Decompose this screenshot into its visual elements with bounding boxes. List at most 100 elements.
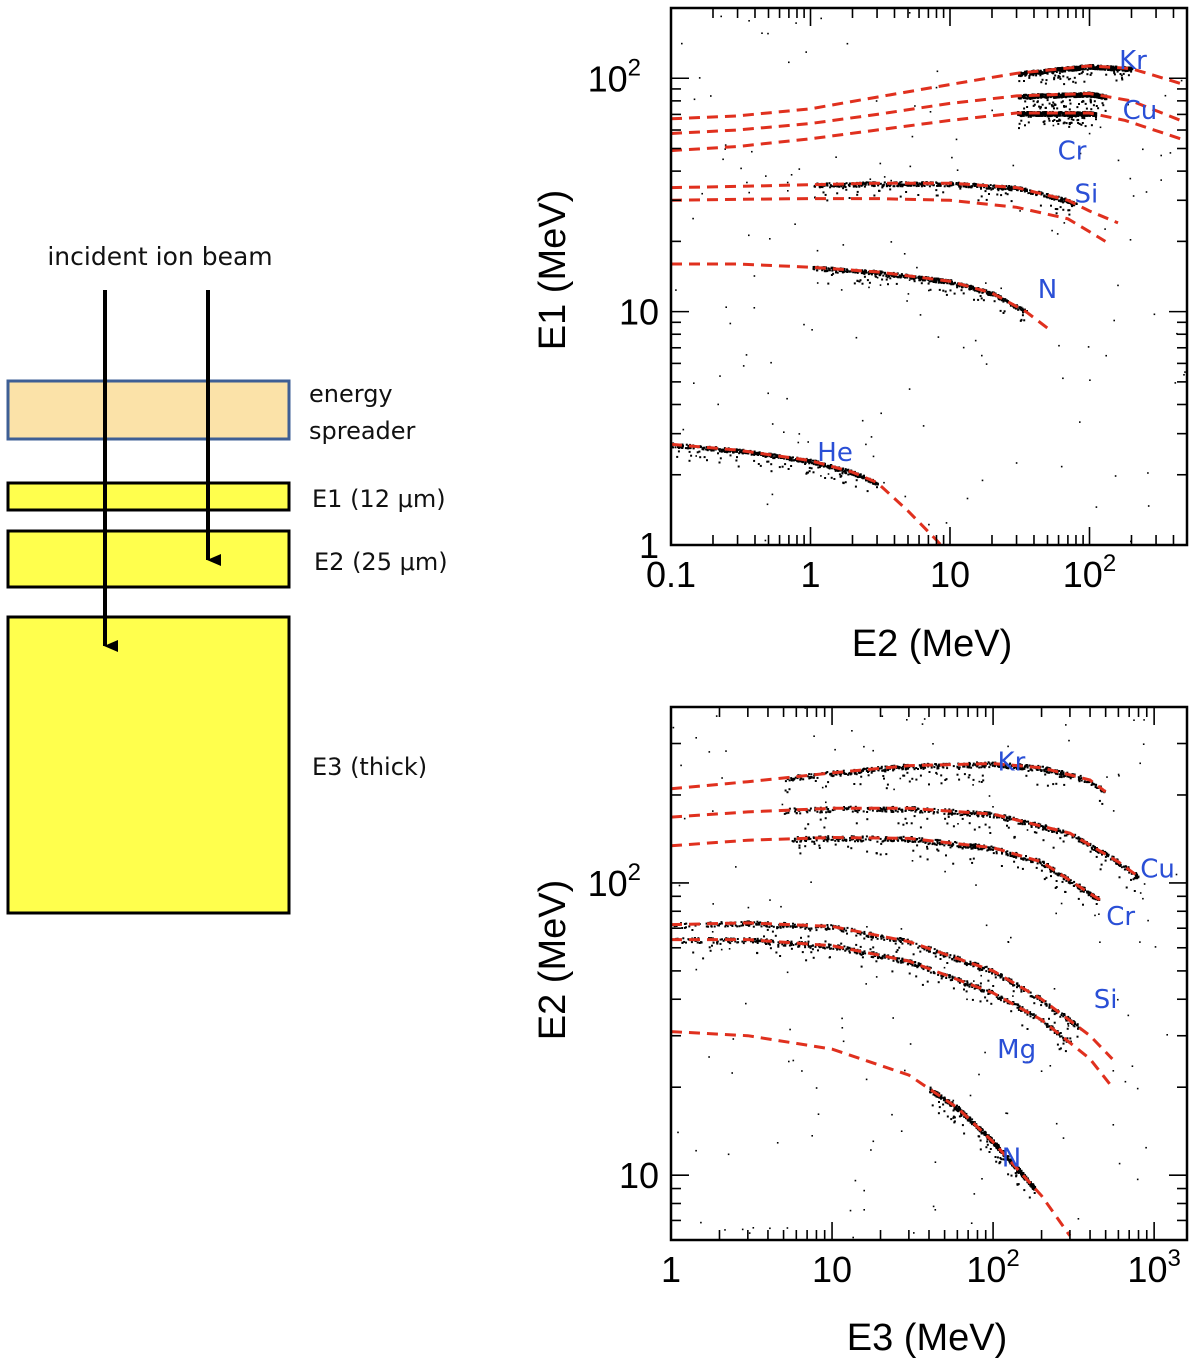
data-point xyxy=(816,463,819,466)
data-point xyxy=(1062,829,1065,832)
data-point xyxy=(1176,332,1178,335)
data-point xyxy=(933,277,936,280)
data-point xyxy=(869,481,872,484)
data-point xyxy=(1135,875,1138,878)
data-point xyxy=(1093,849,1096,851)
data-point xyxy=(1111,67,1114,70)
data-point xyxy=(972,778,975,781)
data-point xyxy=(983,186,986,189)
data-point xyxy=(1078,69,1080,71)
data-point xyxy=(829,772,832,775)
data-point xyxy=(916,844,919,847)
data-point xyxy=(843,806,845,808)
data-point xyxy=(1017,97,1020,100)
data-point xyxy=(908,184,911,187)
data-point xyxy=(901,184,904,187)
data-point xyxy=(959,187,962,190)
data-point xyxy=(1060,199,1063,202)
data-point xyxy=(869,178,872,180)
data-point xyxy=(799,840,802,843)
data-point xyxy=(992,852,995,855)
data-point xyxy=(1044,828,1047,831)
data-point xyxy=(724,144,727,146)
data-point xyxy=(1035,825,1037,828)
data-point xyxy=(1066,775,1069,778)
data-point xyxy=(778,466,781,469)
data-point xyxy=(1061,197,1063,200)
data-point xyxy=(866,767,869,770)
data-point xyxy=(820,17,822,20)
data-point xyxy=(884,765,887,768)
data-point xyxy=(878,273,881,275)
data-point xyxy=(967,186,970,189)
data-point xyxy=(688,450,691,453)
data-point xyxy=(849,805,852,808)
ylabel: E1 (MeV) xyxy=(532,190,574,350)
data-point xyxy=(970,766,973,769)
data-point xyxy=(883,777,885,780)
data-point xyxy=(1021,307,1024,310)
data-point xyxy=(898,275,901,278)
scatter-points xyxy=(672,707,1178,1239)
data-point xyxy=(835,269,838,272)
data-point xyxy=(1018,306,1021,309)
data-point xyxy=(959,814,962,817)
data-point xyxy=(1025,72,1028,75)
data-point xyxy=(849,473,852,476)
data-point xyxy=(1089,73,1092,76)
data-point xyxy=(808,462,811,465)
data-point xyxy=(868,281,871,284)
data-point xyxy=(1035,194,1038,197)
data-point xyxy=(1009,304,1012,307)
data-point xyxy=(988,762,991,765)
data-point xyxy=(851,810,854,813)
data-point xyxy=(993,300,996,303)
data-point xyxy=(902,835,905,838)
data-point xyxy=(938,281,941,284)
data-point xyxy=(867,774,870,777)
data-point xyxy=(871,482,874,485)
data-point xyxy=(956,286,959,289)
data-point xyxy=(1115,79,1118,82)
data-point xyxy=(1062,773,1065,776)
data-point xyxy=(1068,209,1071,212)
data-point xyxy=(757,451,760,454)
data-point xyxy=(1025,73,1028,76)
data-point xyxy=(808,777,811,780)
data-point xyxy=(841,471,844,474)
data-point xyxy=(1045,95,1048,98)
data-point xyxy=(848,182,851,185)
data-point xyxy=(856,840,859,843)
data-point xyxy=(938,763,941,766)
data-point xyxy=(854,271,857,274)
data-point xyxy=(852,185,855,188)
data-point xyxy=(943,281,946,284)
data-point xyxy=(1101,68,1104,71)
data-point xyxy=(955,183,958,186)
data-point xyxy=(796,777,799,780)
data-point xyxy=(710,95,712,97)
data-point xyxy=(875,100,878,102)
data-point xyxy=(844,481,847,484)
data-point xyxy=(997,187,1000,190)
data-point xyxy=(1061,100,1064,103)
data-point xyxy=(928,523,930,526)
data-point xyxy=(934,279,937,282)
data-point xyxy=(864,182,867,185)
data-point xyxy=(940,782,943,785)
data-point xyxy=(1081,67,1084,70)
data-point xyxy=(984,823,987,826)
data-point xyxy=(920,767,923,770)
data-point xyxy=(904,817,907,820)
data-point xyxy=(956,169,959,171)
data-point xyxy=(961,814,964,816)
data-point xyxy=(1045,114,1048,117)
data-point xyxy=(1050,204,1052,207)
data-point xyxy=(988,294,991,296)
data-point xyxy=(831,269,834,272)
data-point xyxy=(882,775,885,777)
data-point xyxy=(798,168,801,170)
data-point xyxy=(721,448,723,451)
data-point xyxy=(1095,105,1098,107)
data-point xyxy=(1023,857,1025,860)
